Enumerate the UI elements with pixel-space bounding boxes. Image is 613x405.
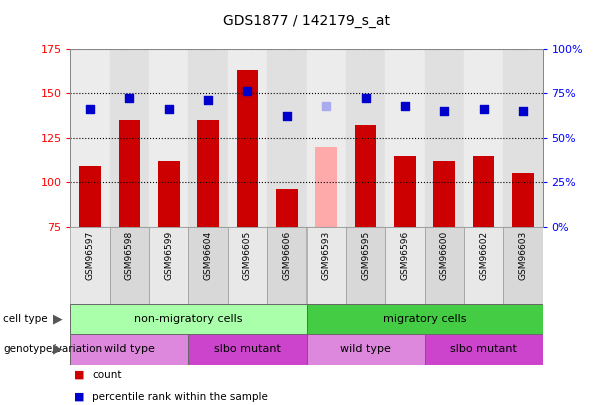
Bar	[306, 334, 424, 364]
Bar	[119, 120, 140, 227]
Point	[85, 106, 95, 113]
Point	[440, 108, 449, 114]
Text: slbo mutant: slbo mutant	[450, 344, 517, 354]
Bar	[464, 227, 503, 304]
Bar	[433, 161, 455, 227]
Text: ■: ■	[74, 370, 84, 379]
Text: GSM96602: GSM96602	[479, 231, 488, 280]
Bar	[70, 227, 110, 304]
Text: migratory cells: migratory cells	[383, 314, 466, 324]
Bar	[189, 227, 228, 304]
Text: wild type: wild type	[104, 344, 155, 354]
Point	[282, 113, 292, 119]
Text: GSM96603: GSM96603	[519, 231, 527, 280]
Text: GSM96595: GSM96595	[361, 231, 370, 280]
Bar	[158, 161, 180, 227]
Text: GSM96600: GSM96600	[440, 231, 449, 280]
Text: wild type: wild type	[340, 344, 391, 354]
Point	[518, 108, 528, 114]
Bar	[503, 49, 543, 227]
Bar	[267, 227, 306, 304]
Point	[400, 102, 409, 109]
Bar	[189, 49, 228, 227]
Bar	[346, 49, 385, 227]
Bar	[394, 156, 416, 227]
Text: genotype/variation: genotype/variation	[3, 344, 102, 354]
Bar	[424, 49, 464, 227]
Bar	[346, 227, 385, 304]
Text: ▶: ▶	[53, 312, 63, 326]
Bar	[189, 334, 306, 364]
Text: cell type: cell type	[3, 314, 48, 324]
Text: slbo mutant: slbo mutant	[214, 344, 281, 354]
Point	[204, 97, 213, 104]
Bar	[267, 49, 306, 227]
Bar	[79, 166, 101, 227]
Bar	[512, 173, 534, 227]
Bar	[149, 227, 189, 304]
Bar	[464, 49, 503, 227]
Text: GSM96604: GSM96604	[204, 231, 213, 280]
Text: GSM96599: GSM96599	[164, 231, 173, 280]
Bar	[110, 49, 149, 227]
Bar	[228, 227, 267, 304]
Bar	[503, 227, 543, 304]
Bar	[237, 70, 258, 227]
Text: percentile rank within the sample: percentile rank within the sample	[92, 392, 268, 402]
Bar	[315, 147, 337, 227]
Bar	[70, 49, 110, 227]
Bar	[149, 49, 189, 227]
Text: non-migratory cells: non-migratory cells	[134, 314, 243, 324]
Text: count: count	[92, 370, 121, 379]
Text: ■: ■	[74, 392, 84, 402]
Point	[360, 95, 370, 102]
Text: GSM96606: GSM96606	[283, 231, 291, 280]
Text: GSM96596: GSM96596	[400, 231, 409, 280]
Bar	[70, 334, 189, 364]
Bar	[110, 227, 149, 304]
Bar	[306, 304, 543, 334]
Point	[124, 95, 134, 102]
Bar	[385, 49, 424, 227]
Bar	[355, 125, 376, 227]
Point	[479, 106, 489, 113]
Text: GDS1877 / 142179_s_at: GDS1877 / 142179_s_at	[223, 14, 390, 28]
Bar	[473, 156, 494, 227]
Point	[164, 106, 173, 113]
Point	[321, 102, 331, 109]
Bar	[385, 227, 424, 304]
Bar	[197, 120, 219, 227]
Text: GSM96593: GSM96593	[322, 231, 330, 280]
Text: GSM96597: GSM96597	[86, 231, 94, 280]
Point	[243, 88, 253, 95]
Bar	[228, 49, 267, 227]
Bar	[424, 334, 543, 364]
Text: GSM96598: GSM96598	[125, 231, 134, 280]
Bar	[424, 227, 464, 304]
Bar	[306, 227, 346, 304]
Bar	[306, 49, 346, 227]
Text: ▶: ▶	[53, 343, 63, 356]
Bar	[70, 304, 306, 334]
Bar	[276, 190, 298, 227]
Text: GSM96605: GSM96605	[243, 231, 252, 280]
